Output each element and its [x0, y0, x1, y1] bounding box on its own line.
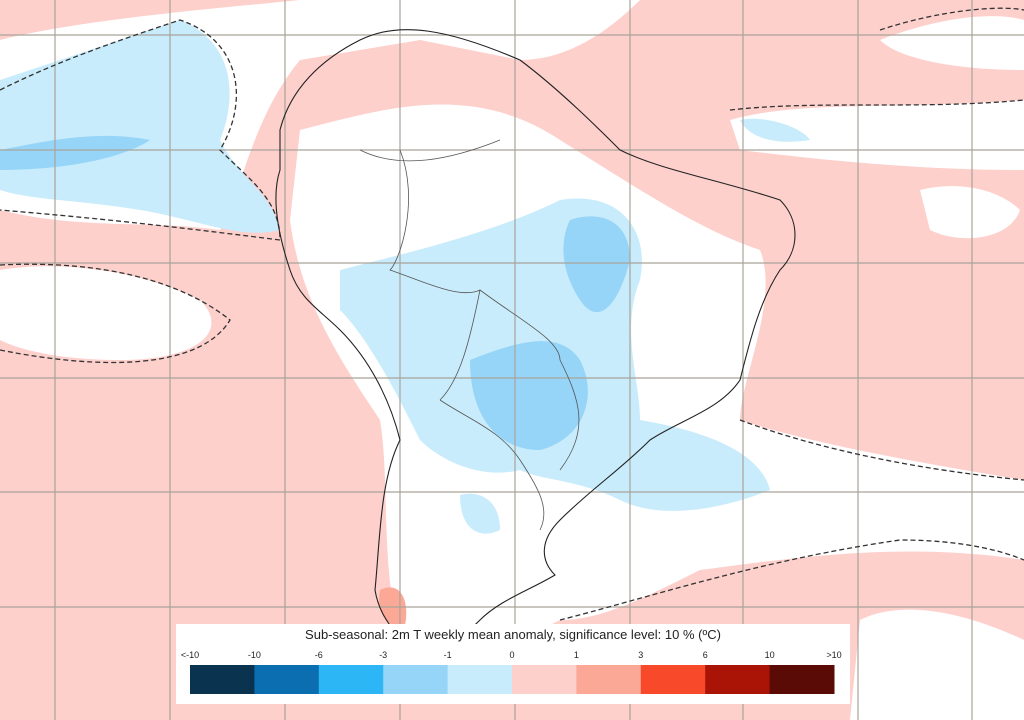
legend-label: 1 [574, 650, 579, 660]
color-swatch [705, 665, 771, 694]
color-swatch [640, 665, 706, 694]
legend-label: >10 [826, 650, 841, 660]
continent [275, 29, 796, 651]
color-bar: <-10 -10 -6 -3 -1 0 1 3 6 10 >10 [181, 650, 842, 694]
legend-label: -6 [315, 650, 323, 660]
color-swatch [254, 665, 320, 694]
color-swatch [576, 665, 642, 694]
legend-label: <-10 [181, 650, 199, 660]
legend-label: 6 [703, 650, 708, 660]
legend-label: 0 [509, 650, 514, 660]
color-swatch [769, 665, 835, 694]
legend-label: -10 [248, 650, 261, 660]
color-swatch [512, 665, 577, 694]
legend-title: Sub-seasonal: 2m T weekly mean anomaly, … [305, 627, 721, 642]
color-swatch [190, 665, 255, 694]
legend-label: 10 [765, 650, 775, 660]
color-swatch [318, 665, 384, 694]
significance-contours [0, 7, 1024, 621]
color-swatch [447, 665, 513, 694]
legend: Sub-seasonal: 2m T weekly mean anomaly, … [176, 624, 850, 704]
legend-label: -3 [379, 650, 387, 660]
legend-label: -1 [444, 650, 452, 660]
legend-label: 3 [638, 650, 643, 660]
color-swatch [383, 665, 449, 694]
